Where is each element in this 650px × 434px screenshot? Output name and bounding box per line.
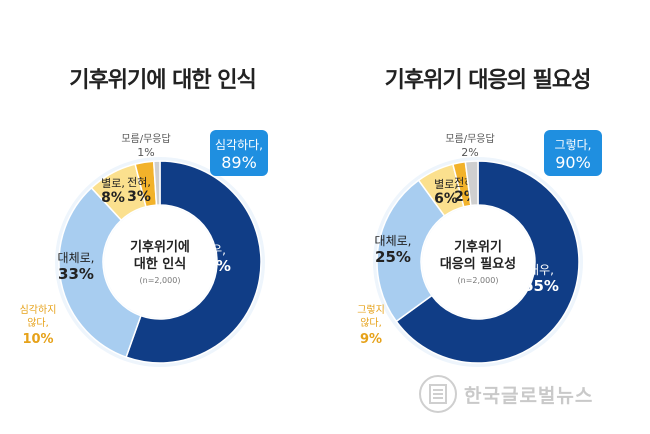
slice-0-1 <box>58 186 142 359</box>
slice-label-1-4: 모름/무응답 <box>445 133 494 145</box>
slice-0-0 <box>125 160 262 364</box>
callout-positive-label-0: 심각하다, <box>215 138 263 152</box>
slice-0-4 <box>152 160 161 206</box>
donut-center <box>422 206 534 318</box>
callout-positive-value-1: 90% <box>555 153 591 172</box>
donut-center <box>104 206 216 318</box>
slice-value-1-4: 2% <box>461 146 478 159</box>
callout-negative-value-1: 9% <box>360 332 382 347</box>
slice-1-0 <box>395 160 580 364</box>
slice-label-1-2: 별로, <box>434 178 458 191</box>
slice-label-1-0: 매우, <box>528 263 554 277</box>
slice-1-4 <box>464 160 479 207</box>
slice-value-0-4: 1% <box>137 146 154 159</box>
callout-positive-box-0 <box>210 130 268 176</box>
slice-value-0-2: 8% <box>101 190 125 206</box>
callout-negative-label-0-1: 않다, <box>27 317 49 329</box>
slice-label-0-3: 전혀, <box>127 176 151 189</box>
slice-label-0-2: 별로, <box>101 177 125 190</box>
slice-label-0-1: 대체로, <box>58 251 95 265</box>
callout-positive-box-1 <box>544 130 602 176</box>
newspaper-logo-icon <box>419 375 457 413</box>
callout-positive-value-0: 89% <box>221 153 257 172</box>
watermark-text: 한국글로벌뉴스 <box>464 384 594 407</box>
center-title-1-0: 기후위기 <box>454 239 502 255</box>
slice-value-1-2: 6% <box>434 191 458 207</box>
chart-title-left: 기후위기에 대한 인식 <box>69 68 256 93</box>
center-note-0: (n=2,000) <box>140 276 181 285</box>
chart-title-right: 기후위기 대응의 필요성 <box>384 68 592 93</box>
slice-value-0-1: 33% <box>58 265 94 283</box>
watermark-logo: 한국글로벌뉴스 <box>418 374 593 414</box>
slice-label-0-4: 모름/무응답 <box>121 133 170 145</box>
callout-negative-label-1-0: 그렇지 <box>357 303 385 316</box>
slice-value-1-0: 65% <box>523 277 559 295</box>
callout-negative-value-0: 10% <box>22 332 53 347</box>
slice-value-1-1: 25% <box>375 248 411 266</box>
callout-negative-label-0-0: 심각하지 <box>20 303 57 316</box>
center-note-1: (n=2,000) <box>458 276 499 285</box>
center-title-0-0: 기후위기에 <box>130 239 190 255</box>
center-title-1-1: 대응의 필요성 <box>440 256 516 272</box>
callout-negative-label-1-1: 않다, <box>360 317 382 329</box>
slice-label-1-1: 대체로, <box>375 234 412 248</box>
slice-value-0-3: 3% <box>127 189 151 205</box>
callout-positive-label-1: 그렇다, <box>555 137 592 152</box>
center-title-0-1: 대한 인식 <box>134 256 186 272</box>
